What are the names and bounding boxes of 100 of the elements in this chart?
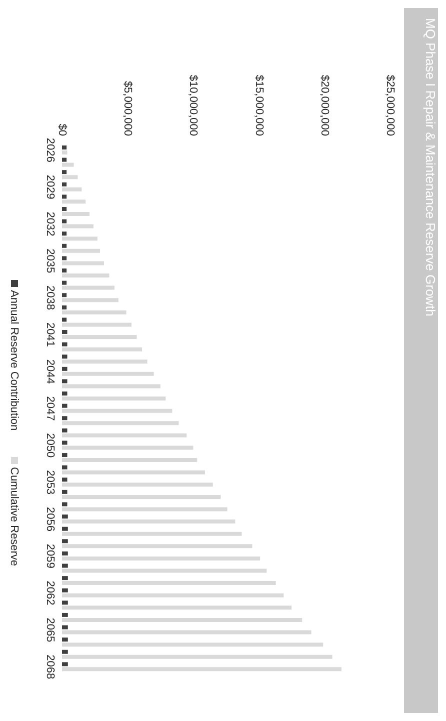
bar	[62, 576, 68, 580]
bar	[62, 150, 68, 154]
bar	[62, 322, 132, 327]
bar	[62, 318, 67, 322]
bar	[62, 662, 68, 666]
y-tick-label: 2050	[44, 433, 56, 458]
bar	[62, 551, 68, 556]
bar	[62, 224, 94, 228]
bar	[62, 618, 302, 622]
bar	[62, 354, 68, 359]
bar	[62, 465, 68, 470]
bar	[62, 347, 142, 352]
bar	[62, 470, 206, 474]
y-tick-label: 2065	[44, 618, 56, 642]
bar	[62, 298, 118, 302]
bar	[62, 581, 276, 586]
bar	[62, 482, 213, 487]
bar	[62, 630, 312, 634]
bar	[62, 539, 68, 544]
bar	[62, 372, 154, 376]
bar	[62, 667, 342, 672]
bar	[62, 478, 68, 482]
bar	[62, 392, 68, 396]
bar	[62, 206, 67, 211]
y-tick-label: 2035	[44, 248, 56, 274]
bar	[62, 187, 82, 192]
bar	[62, 274, 110, 278]
bar	[62, 330, 68, 334]
y-tick-label: 2029	[44, 174, 56, 200]
bar	[62, 360, 148, 364]
bar	[62, 200, 86, 204]
bar	[62, 182, 67, 186]
bar	[62, 593, 284, 598]
bar	[62, 162, 74, 167]
legend-label: Annual Reserve Contribution	[8, 290, 20, 431]
bar	[62, 453, 68, 458]
y-tick-label: 2038	[44, 286, 56, 310]
bar	[62, 280, 67, 285]
y-tick-label: 2044	[44, 359, 56, 384]
bar	[62, 396, 166, 401]
bar	[62, 236, 98, 241]
bar	[62, 568, 267, 573]
bar	[62, 305, 67, 310]
y-tick-label: 2047	[44, 396, 56, 421]
bar	[62, 248, 100, 253]
bar	[62, 212, 90, 216]
x-tick-label: $10,000,000	[187, 74, 200, 136]
bar	[62, 219, 67, 224]
bar	[62, 514, 68, 519]
y-tick-label: 2026	[44, 138, 56, 162]
y-tick-label: 2062	[44, 580, 56, 606]
bar	[62, 440, 68, 445]
bar	[62, 408, 172, 413]
bar	[62, 520, 236, 524]
x-tick-label: $0	[56, 124, 68, 136]
bar	[62, 494, 221, 499]
bar	[62, 532, 242, 536]
bar	[62, 490, 68, 494]
bar	[62, 428, 68, 432]
bar	[62, 256, 67, 260]
bar	[62, 342, 68, 346]
y-tick-label: 2041	[44, 322, 56, 347]
bar	[62, 416, 68, 420]
bar	[62, 556, 260, 560]
bar	[62, 310, 126, 314]
bar	[62, 158, 67, 162]
y-tick-label: 2068	[44, 654, 56, 680]
bar	[62, 145, 67, 150]
bar	[62, 244, 67, 248]
bar	[62, 606, 292, 610]
bar	[62, 458, 198, 462]
x-tick-label: $20,000,000	[318, 74, 330, 136]
bar	[62, 612, 68, 617]
bar	[62, 366, 68, 371]
x-tick-label: $5,000,000	[122, 80, 134, 136]
bar	[62, 654, 332, 659]
bar	[62, 588, 68, 592]
x-tick-label: $25,000,000	[384, 74, 396, 136]
bar	[62, 502, 68, 506]
bar	[62, 194, 67, 199]
bar	[62, 507, 228, 512]
bar	[62, 433, 187, 438]
bar	[62, 175, 78, 180]
bar	[62, 379, 68, 384]
y-tick-label: 2056	[44, 506, 56, 532]
bar	[62, 170, 67, 174]
y-tick-label: 2032	[44, 212, 56, 236]
bar	[62, 286, 114, 290]
bar	[62, 293, 67, 298]
x-tick-label: $15,000,000	[252, 74, 265, 136]
bar	[62, 384, 160, 388]
bar	[62, 642, 324, 647]
bar	[62, 268, 67, 272]
bar	[62, 638, 68, 642]
bar	[62, 446, 194, 450]
bar	[62, 600, 68, 605]
bar	[62, 564, 68, 568]
bar	[62, 404, 68, 408]
bar	[62, 650, 68, 654]
bar	[62, 625, 68, 630]
